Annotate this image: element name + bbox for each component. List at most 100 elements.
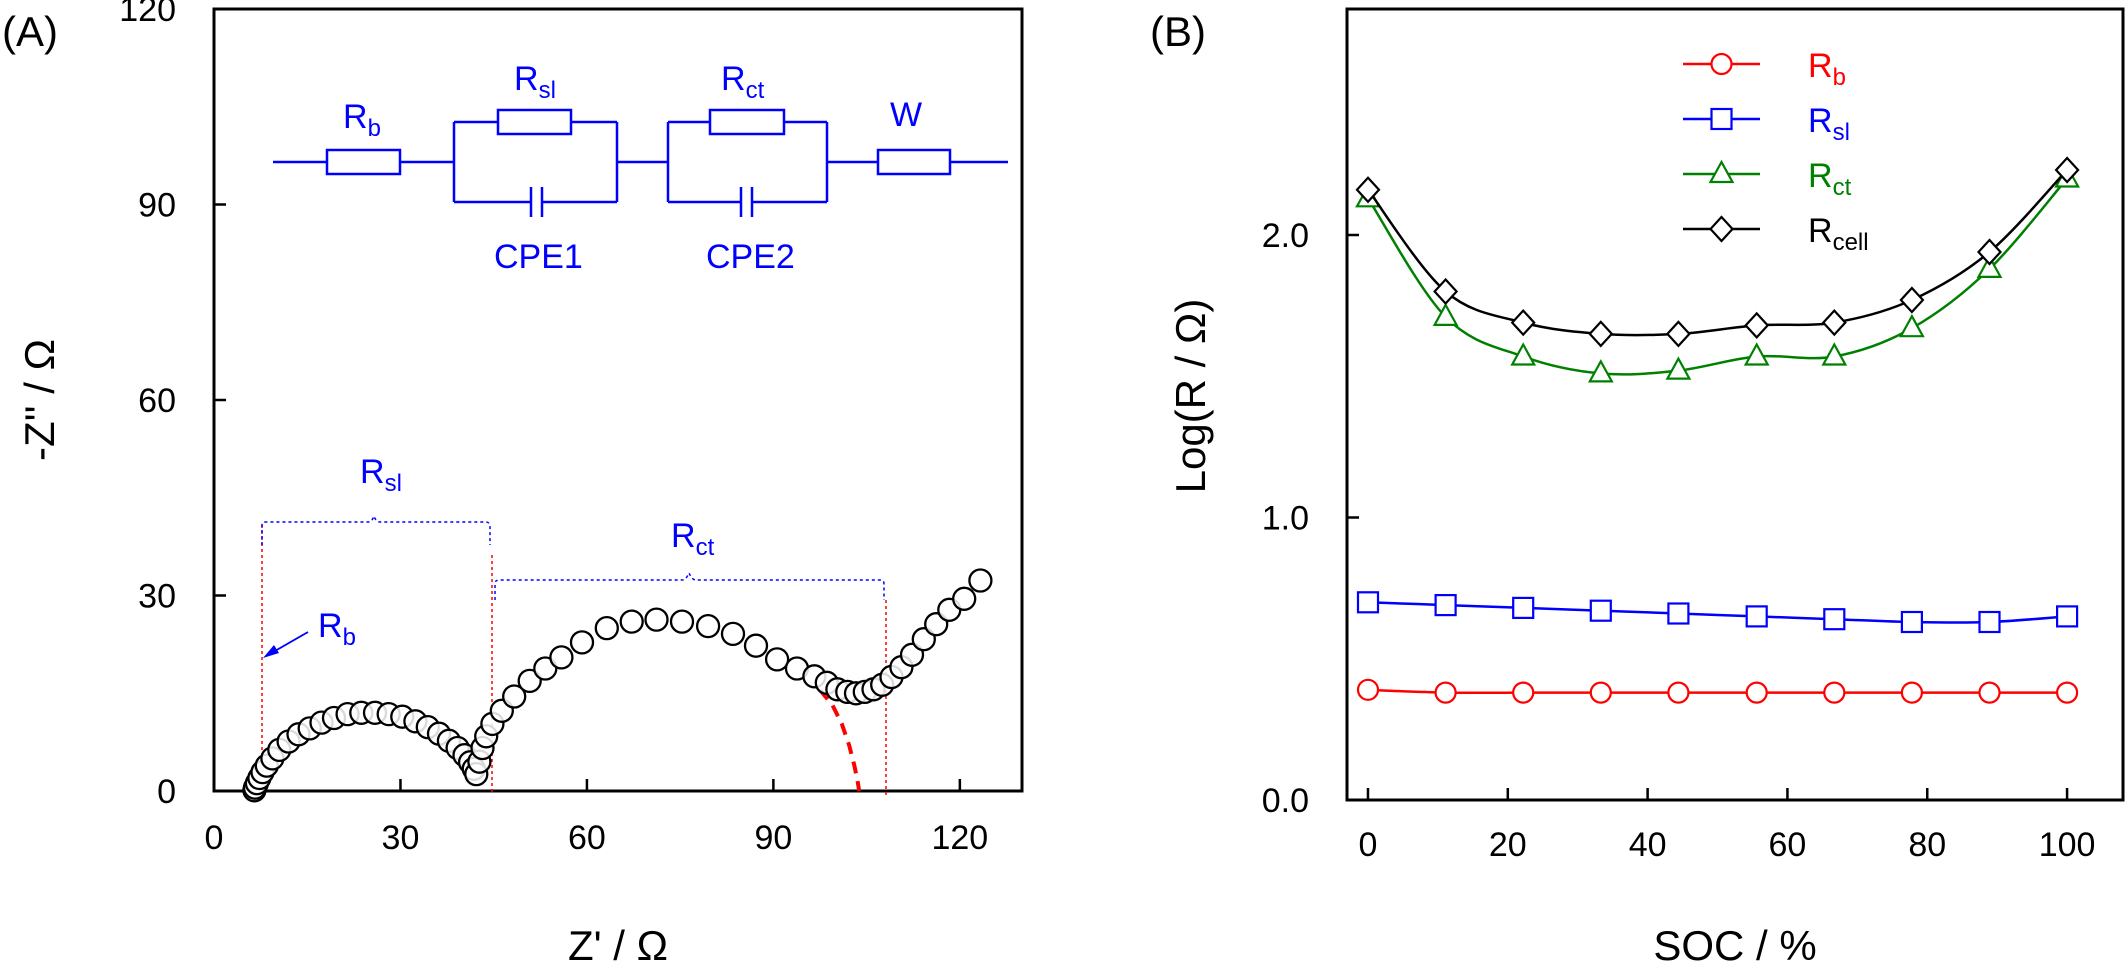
- series-point: [1899, 313, 1925, 338]
- series-point: [1433, 277, 1459, 306]
- panel-b-x-tick-label: 20: [1489, 826, 1527, 864]
- panel-a-data-points: [242, 568, 993, 803]
- series-point: [1667, 602, 1690, 625]
- circuit-labels: Rb Rsl Rct W CPE1 CPE2: [343, 60, 922, 276]
- circuit-warburg-w: [876, 148, 952, 176]
- series-line: [1367, 601, 2068, 624]
- impedance-point: [619, 609, 644, 634]
- panel-b-series: [1355, 156, 2080, 704]
- series-point: [1588, 320, 1614, 348]
- panel-a-tick-labels: 0 30 60 90 120 0 30 60 90 120: [119, 0, 988, 857]
- panel-a-fit-curve: [818, 688, 862, 792]
- legend-label: Rcell: [1808, 212, 1869, 256]
- legend-marker: [1710, 107, 1733, 131]
- panel-a-y-tick-label: 30: [138, 578, 176, 616]
- rsl-annotation: Rsl: [360, 453, 402, 497]
- series-point: [1356, 678, 1380, 701]
- panel-a-y-tick-label: 60: [138, 382, 176, 420]
- circuit-label-cpe2: CPE2: [706, 238, 795, 276]
- series-point: [1512, 681, 1535, 704]
- circuit-resistor-rb: [325, 148, 402, 176]
- impedance-point: [517, 668, 542, 694]
- series-point: [2054, 156, 2080, 184]
- panel-a-y-axis-label: -Z'' / Ω: [16, 339, 63, 461]
- impedance-point: [569, 630, 595, 655]
- series-point: [1434, 681, 1457, 704]
- series-point: [1743, 342, 1770, 366]
- panel-a-x-tick-label: 90: [754, 819, 792, 857]
- series-point: [1355, 176, 1381, 204]
- annotation-labels: Rsl Rct Rb: [318, 453, 715, 651]
- legend-entry: Rb: [1683, 47, 1846, 91]
- panel-a: (A) 0 30 60 90 120 0 30 60 90 120 Z' / Ω -Z'' / Ω: [2, 0, 1024, 969]
- impedance-point: [764, 647, 790, 672]
- series-point: [1434, 593, 1457, 617]
- legend-entry: Rsl: [1683, 102, 1850, 146]
- impedance-point: [502, 684, 527, 709]
- series-point: [1823, 608, 1846, 631]
- legend-marker: [1710, 52, 1733, 76]
- series-point: [1745, 605, 1768, 628]
- series-point: [1510, 342, 1537, 366]
- series-point: [1899, 286, 1925, 314]
- series-point: [1667, 681, 1690, 704]
- legend-label: Rb: [1808, 47, 1846, 91]
- panel-b-x-tick-label: 100: [2039, 826, 2096, 864]
- series-point: [1745, 681, 1768, 704]
- panel-b-y-tick-label: 1.0: [1262, 500, 1309, 538]
- series-point: [1744, 311, 1770, 340]
- series-point: [2056, 681, 2079, 704]
- legend-marker: [1708, 159, 1735, 184]
- fit-curve-dashed: [818, 688, 862, 792]
- impedance-point: [669, 609, 695, 634]
- series-line: [1367, 688, 2068, 695]
- series-point: [1976, 254, 2003, 278]
- series-rb: [1356, 678, 2079, 704]
- rb-arrow: [263, 631, 309, 658]
- panel-a-y-tick-label: 90: [138, 187, 176, 225]
- rsl-brace: [261, 513, 491, 545]
- panel-a-y-tick-label: 120: [119, 0, 176, 29]
- impedance-point: [644, 607, 669, 632]
- series-rsl: [1356, 591, 2079, 634]
- impedance-point: [549, 645, 574, 670]
- impedance-point: [695, 613, 721, 639]
- panel-b-legend: Rb Rsl Rct Rcell: [1683, 47, 1869, 256]
- circuit-label-rb: Rb: [343, 98, 381, 142]
- panel-a-label: (A): [2, 8, 58, 55]
- legend-label: Rsl: [1808, 102, 1850, 146]
- series-point: [1589, 681, 1612, 704]
- panel-b-x-tick-label: 60: [1769, 826, 1807, 864]
- panel-b-x-tick-label: 40: [1629, 826, 1667, 864]
- equivalent-circuit: [273, 108, 1008, 217]
- series-rcell: [1355, 156, 2080, 348]
- series-point: [1356, 591, 1380, 614]
- series-rct: [1355, 164, 2080, 383]
- legend-label: Rct: [1808, 157, 1852, 201]
- series-point: [1900, 610, 1924, 634]
- series-point: [1510, 308, 1536, 337]
- impedance-point: [743, 633, 769, 658]
- impedance-point: [968, 568, 993, 593]
- panel-a-y-tick-label: 0: [157, 773, 176, 811]
- panel-a-ticks: [212, 7, 962, 793]
- circuit-resistor-rct: [708, 108, 786, 136]
- panel-a-x-tick-label: 120: [931, 819, 988, 857]
- series-point: [1587, 359, 1614, 383]
- series-point: [1821, 342, 1848, 366]
- series-line: [1366, 177, 2069, 376]
- circuit-label-rct: Rct: [721, 60, 765, 104]
- panel-b: (B) 0 20 40 60 80 100 0.0 1.0 2.0 SOC / % Log(R …: [1150, 7, 2125, 969]
- series-point: [1432, 302, 1459, 326]
- legend-marker: [1709, 215, 1734, 243]
- series-point: [1978, 610, 2001, 634]
- impedance-point: [720, 621, 746, 647]
- panel-a-x-tick-label: 60: [568, 819, 606, 857]
- series-point: [1977, 238, 2002, 266]
- series-point: [2056, 605, 2079, 628]
- circuit-resistor-rsl: [496, 108, 573, 136]
- rb-annotation: Rb: [318, 607, 356, 651]
- panel-a-x-tick-label: 0: [205, 819, 224, 857]
